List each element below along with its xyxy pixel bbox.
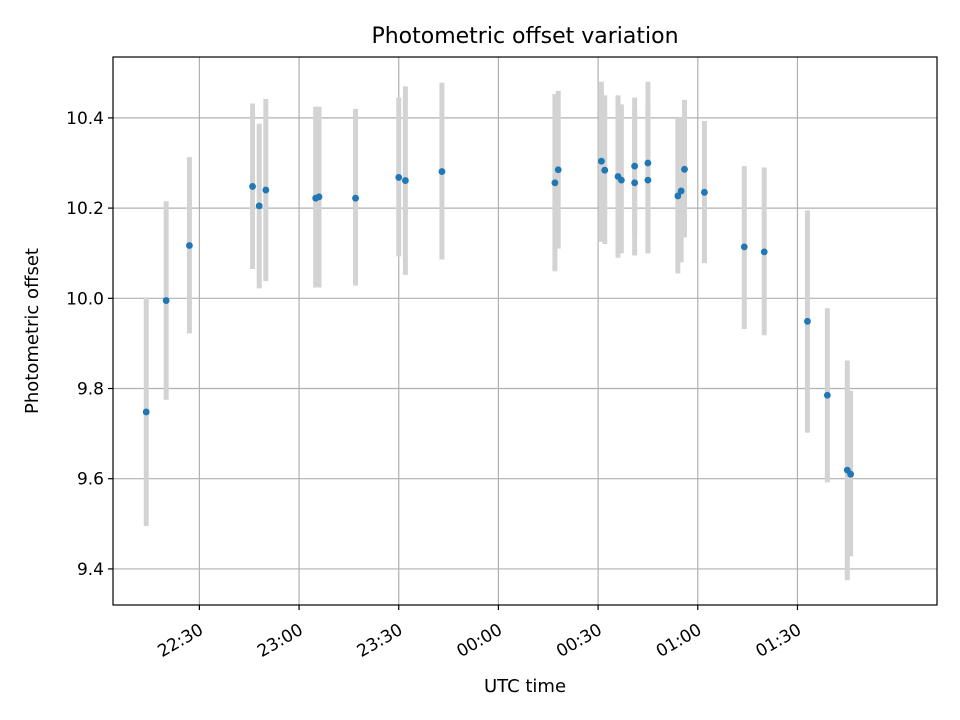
data-points [142, 157, 855, 478]
x-tick-label: 00:30 [553, 620, 605, 662]
chart-title: Photometric offset variation [371, 24, 678, 49]
data-point [644, 176, 652, 184]
data-point [395, 174, 403, 181]
data-point [740, 243, 748, 251]
data-point [255, 202, 263, 210]
x-tick-label: 00:00 [453, 620, 505, 662]
data-point [804, 317, 811, 325]
data-point [674, 192, 682, 200]
data-point [554, 166, 562, 174]
data-point [681, 165, 688, 173]
y-tick-label: 9.6 [77, 470, 104, 490]
y-axis-label: Photometric offset [22, 248, 43, 414]
data-point [401, 177, 409, 184]
data-point [315, 193, 323, 201]
data-point [847, 470, 855, 478]
data-point [631, 179, 639, 187]
x-tick-label: 22:30 [154, 620, 206, 662]
data-point [142, 408, 150, 416]
data-point [677, 187, 685, 195]
data-point [598, 157, 605, 165]
data-point [631, 162, 639, 170]
data-point [551, 179, 559, 187]
y-tick-label: 10.4 [66, 109, 104, 129]
data-point [617, 176, 625, 184]
y-tick-label: 9.8 [77, 380, 104, 400]
grid [113, 57, 937, 605]
data-point [162, 297, 170, 304]
plot-frame [112, 56, 938, 606]
data-point [644, 159, 652, 167]
data-point [249, 183, 256, 190]
y-tick-label: 10.2 [66, 199, 104, 219]
data-point [601, 166, 609, 174]
data-point [262, 186, 270, 194]
axis-ticks: 22:30 23:00 23:30 00:00 00:30 01:00 01:30 9.4 9.… [66, 109, 805, 662]
x-axis-label: UTC time [484, 676, 566, 697]
data-point [823, 391, 831, 399]
x-tick-label: 23:30 [354, 620, 406, 662]
y-tick-label: 10.0 [66, 289, 104, 309]
data-point [186, 242, 193, 249]
x-tick-label: 01:30 [753, 620, 805, 662]
y-tick-label: 9.4 [77, 560, 104, 580]
x-tick-label: 23:00 [254, 620, 306, 662]
x-tick-label: 01:00 [653, 620, 705, 662]
data-point [438, 168, 446, 175]
data-point [760, 248, 768, 256]
data-point [352, 194, 359, 202]
data-point [701, 188, 708, 196]
